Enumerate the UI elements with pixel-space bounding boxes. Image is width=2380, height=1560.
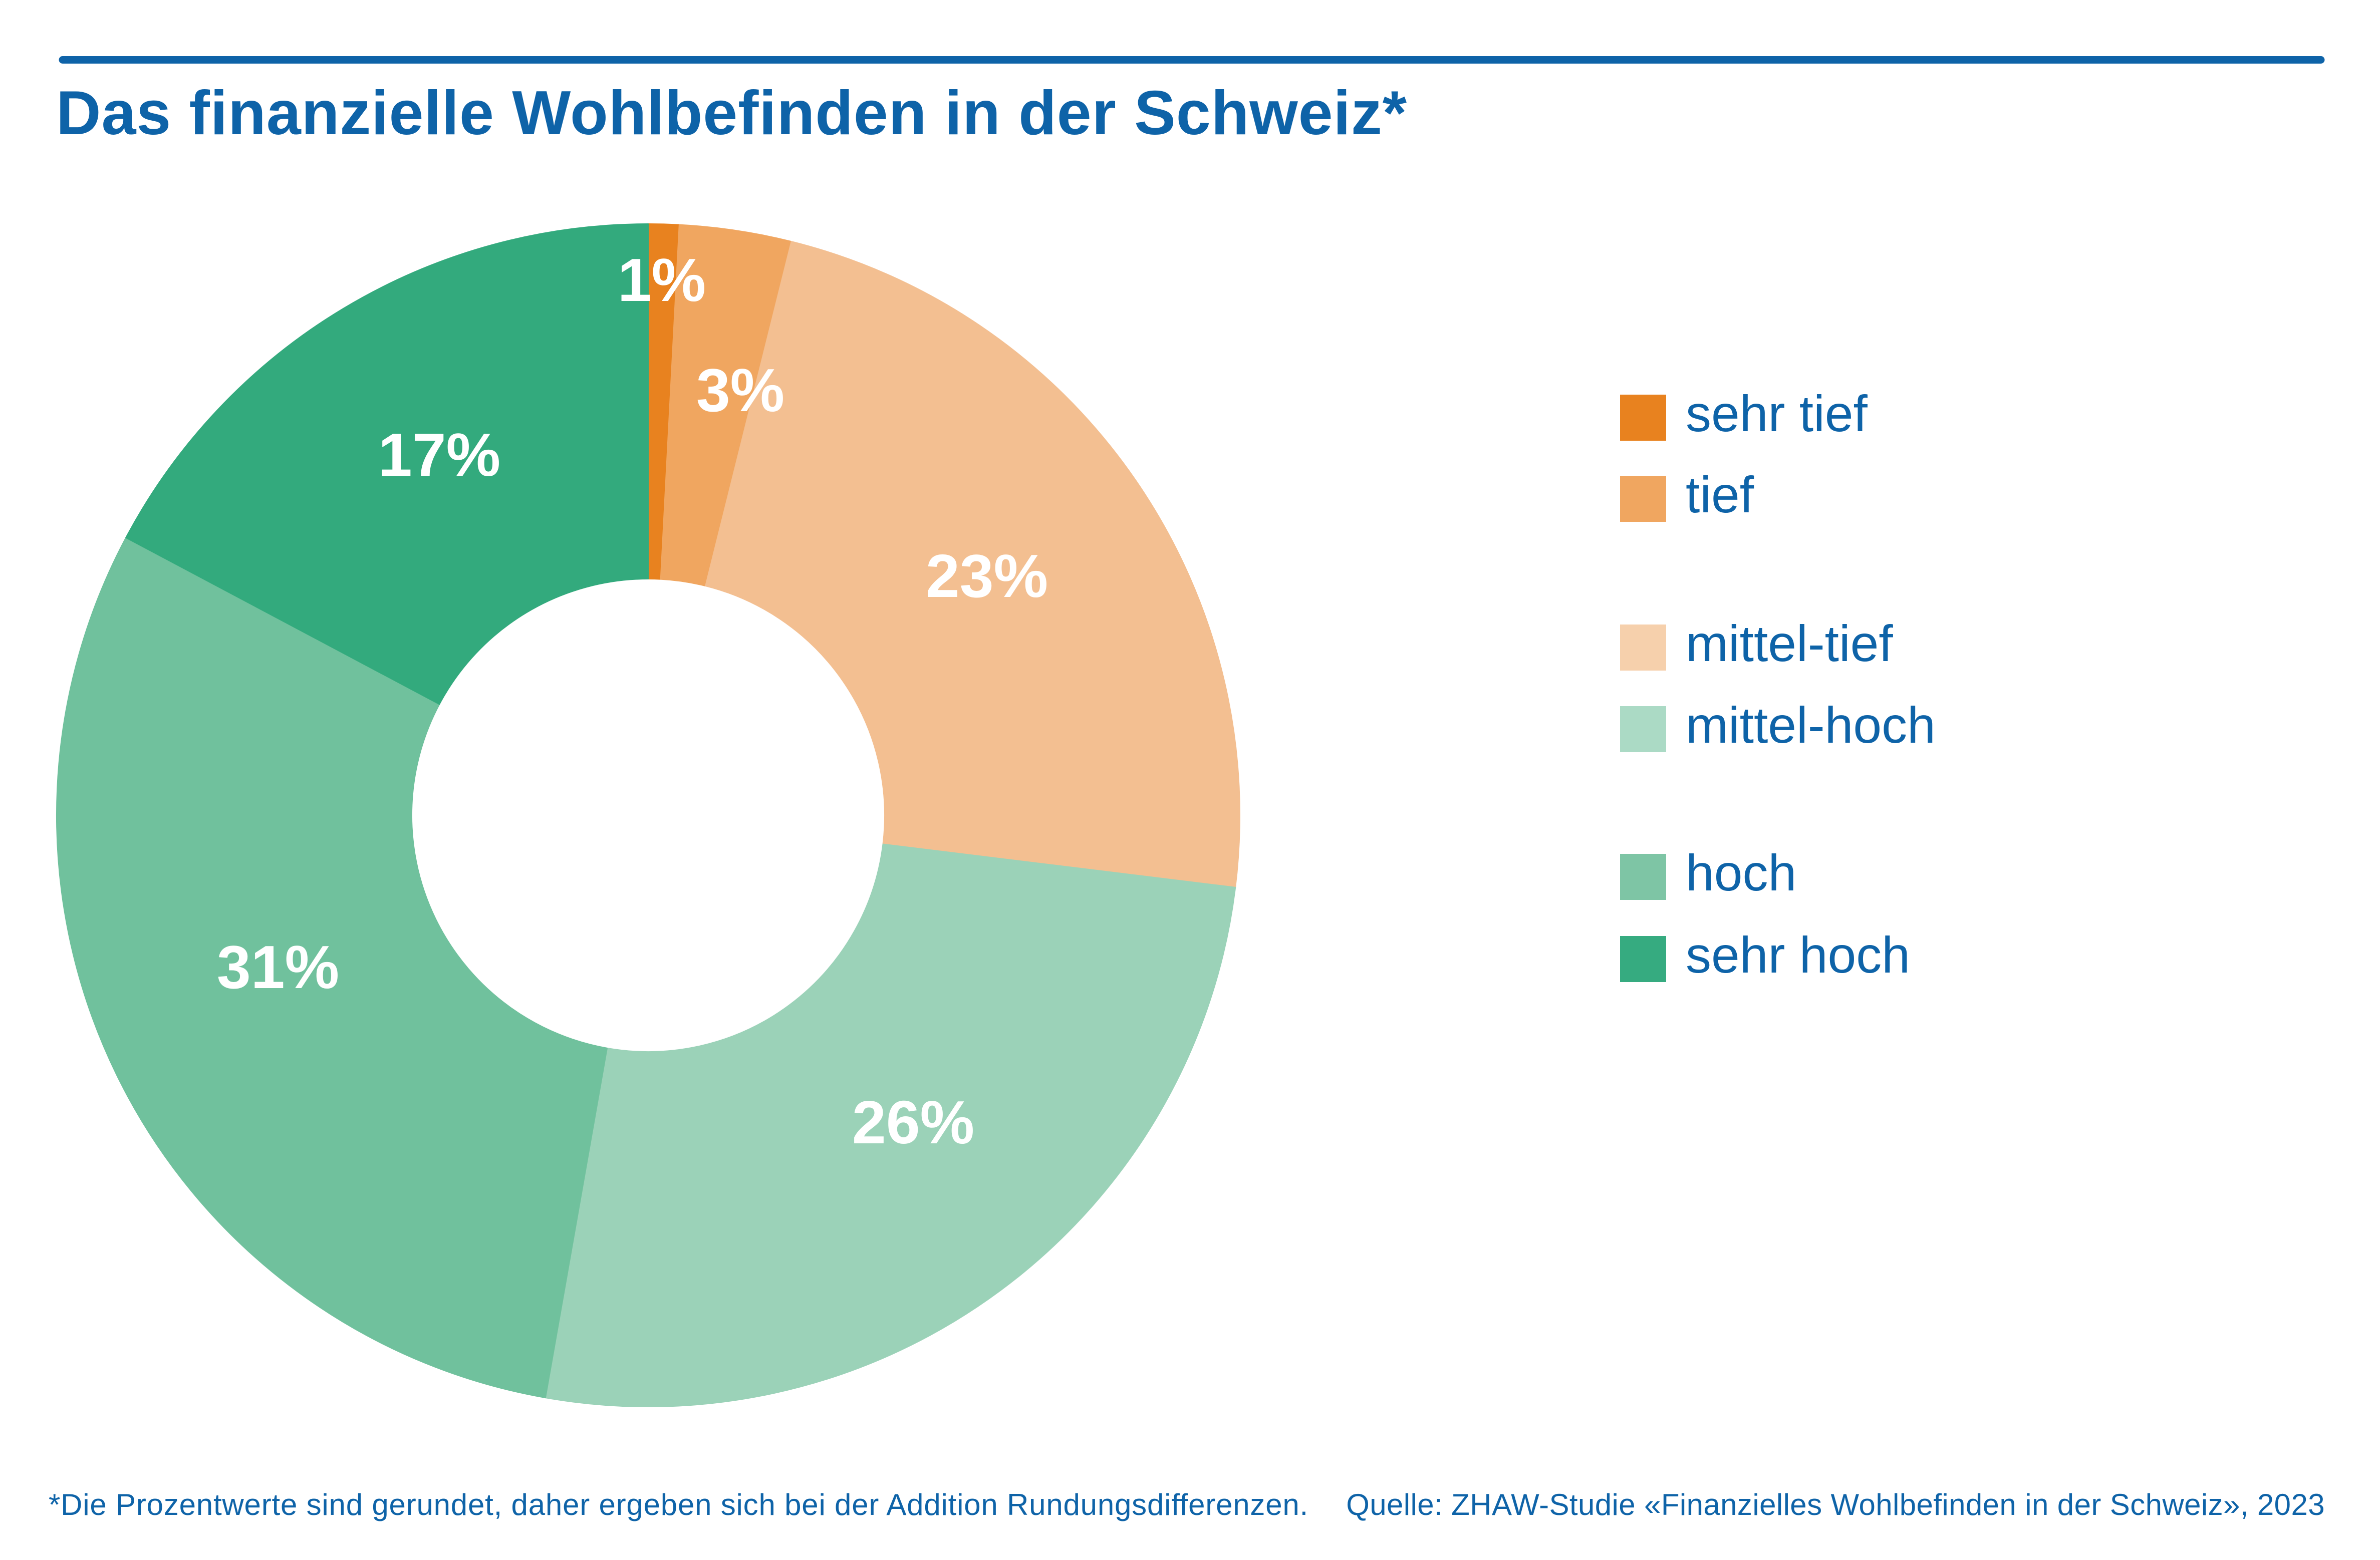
- svg-text:3%: 3%: [696, 356, 784, 424]
- svg-text:Quelle: ZHAW-Studie «Finanziel: Quelle: ZHAW-Studie «Finanzielles Wohlbe…: [1346, 1488, 2325, 1521]
- svg-text:1%: 1%: [618, 246, 706, 314]
- svg-text:tief: tief: [1686, 466, 1754, 523]
- svg-text:17%: 17%: [378, 421, 500, 489]
- svg-text:31%: 31%: [217, 933, 339, 1001]
- svg-text:*Die Prozentwerte sind gerunde: *Die Prozentwerte sind gerundet, daher e…: [49, 1488, 1308, 1521]
- svg-text:Das finanzielle Wohlbefinden i: Das finanzielle Wohlbefinden in der Schw…: [56, 79, 1407, 148]
- svg-text:23%: 23%: [926, 542, 1048, 610]
- svg-text:hoch: hoch: [1686, 844, 1796, 901]
- svg-text:mittel-tief: mittel-tief: [1686, 615, 1893, 672]
- svg-text:sehr tief: sehr tief: [1686, 385, 1868, 442]
- svg-text:sehr hoch: sehr hoch: [1686, 926, 1910, 984]
- svg-text:26%: 26%: [852, 1088, 974, 1156]
- svg-text:mittel-hoch: mittel-hoch: [1686, 697, 1936, 754]
